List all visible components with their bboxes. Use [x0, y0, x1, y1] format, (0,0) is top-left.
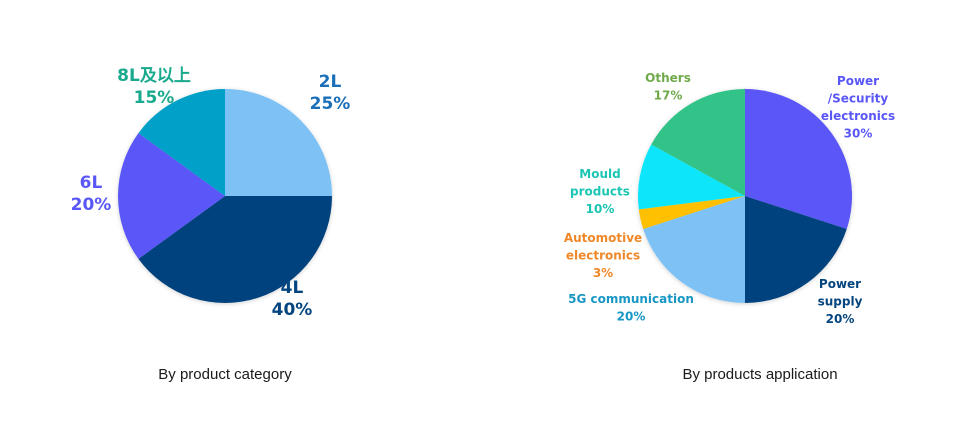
data-label-others: Others 17%: [645, 71, 691, 103]
pie-slice-8l: [138, 89, 225, 196]
pie-products-application: [637, 89, 852, 303]
pie-slice-power-supply: [745, 196, 847, 303]
pie-slice-mould-products: [637, 144, 745, 210]
data-label-5g-communication: 5G communication 20%: [568, 292, 694, 324]
data-label-automotive-electronics: Automotive electronics 3%: [564, 231, 642, 280]
data-label-power-security-electronics: Power/Security electronics 30%: [821, 74, 895, 141]
data-label-6l: 6L 20%: [71, 173, 112, 215]
chart-title-products-application: By products application: [682, 366, 838, 383]
pie-slice-power-security-electronics: [745, 89, 852, 230]
pie-slice-automotive-electronics: [638, 196, 745, 230]
pie-product-category: [118, 89, 332, 303]
pie-slice-5g-communication: [643, 196, 745, 303]
pie-slice-2l: [225, 89, 332, 196]
data-label-2l: 2L 25%: [310, 72, 351, 114]
data-label-8l: 8L及以上 15%: [117, 66, 191, 108]
data-label-power-supply: Power supply 20%: [818, 277, 863, 326]
data-label-4l: 4L 40%: [272, 278, 313, 320]
pie-slice-others: [651, 89, 745, 196]
pie-slice-6l: [118, 133, 225, 259]
data-label-mould-products: Mould products 10%: [570, 167, 630, 216]
pie-slice-4l: [138, 196, 332, 303]
chart-title-product-category: By product category: [158, 366, 292, 383]
